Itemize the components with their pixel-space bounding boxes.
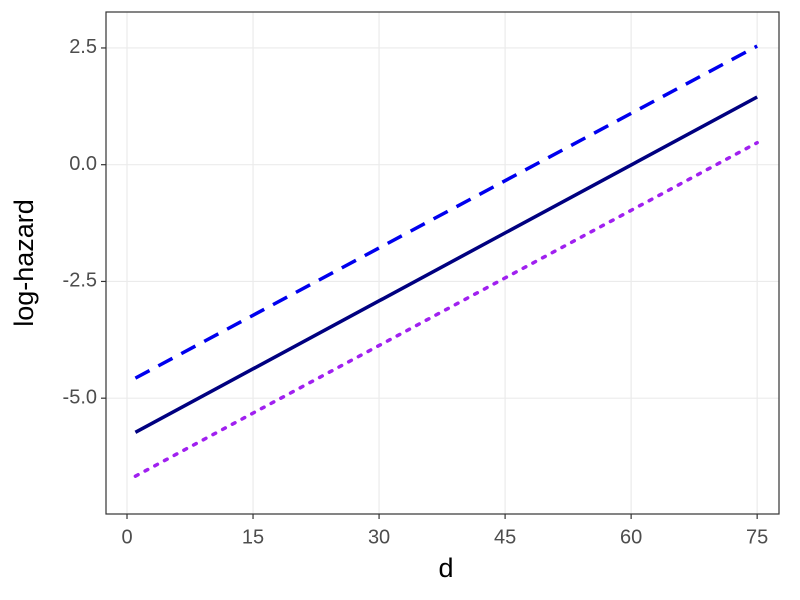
- panel-border: [105, 11, 780, 515]
- line-series: [134, 95, 758, 434]
- y-tick-label: -2.5: [63, 270, 97, 292]
- x-tick-label: 30: [368, 526, 390, 548]
- x-tick-label: 75: [746, 526, 768, 548]
- x-tick-label: 60: [620, 526, 642, 548]
- x-tick-label: 0: [121, 526, 132, 548]
- y-tick-label: 0.0: [69, 153, 97, 175]
- y-axis-title: log-hazard: [9, 199, 39, 327]
- x-axis-title: d: [438, 553, 453, 583]
- x-tick-label: 45: [494, 526, 516, 548]
- x-tick-label: 15: [242, 526, 264, 548]
- y-tick-label: -5.0: [63, 386, 97, 408]
- line-series: [134, 44, 758, 380]
- y-tick-label: 2.5: [69, 36, 97, 58]
- line-series: [133, 141, 759, 478]
